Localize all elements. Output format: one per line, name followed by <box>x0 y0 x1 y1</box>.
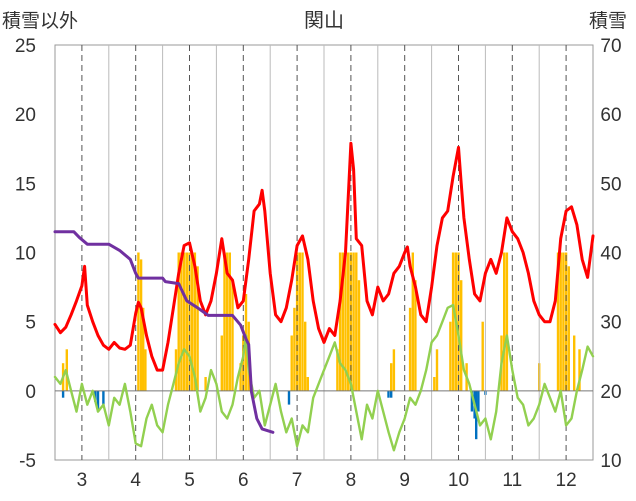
bar-0-29 <box>301 252 304 391</box>
bar-0-54 <box>481 321 484 391</box>
bar-0-7 <box>177 252 180 391</box>
bar-0-14 <box>196 266 199 391</box>
lines-layer <box>53 141 595 452</box>
bar-0-18 <box>225 252 229 391</box>
bar-0-4 <box>142 307 145 391</box>
bar-0-3 <box>139 259 143 391</box>
bar-0-64 <box>573 335 576 391</box>
bar-0-19 <box>228 252 231 391</box>
x-tick-label-3: 6 <box>238 470 249 491</box>
series-line-1 <box>53 303 595 452</box>
bar-0-60 <box>559 252 562 391</box>
bar-1-2 <box>96 390 100 412</box>
x-tick-label-6: 9 <box>399 470 410 491</box>
bar-0-13 <box>193 252 197 391</box>
bar-1-6 <box>390 390 393 398</box>
bar-0-5 <box>144 349 147 391</box>
bar-0-26 <box>293 307 296 391</box>
x-tick-label-5: 8 <box>346 470 357 491</box>
bar-0-11 <box>188 252 191 391</box>
bar-0-30 <box>304 321 307 391</box>
bar-1-3 <box>102 390 105 408</box>
bar-1-7 <box>470 390 474 412</box>
bar-0-42 <box>392 349 396 391</box>
bar-0-37 <box>349 252 353 391</box>
bar-0-57 <box>505 252 509 391</box>
left-axis-label: 積雪以外 <box>2 10 78 32</box>
bar-0-49 <box>451 252 455 391</box>
bar-0-39 <box>355 252 358 391</box>
bar-0-20 <box>231 280 234 391</box>
bar-0-9 <box>182 252 186 391</box>
bar-0-38 <box>352 252 355 391</box>
left-tick-label-6: 25 <box>15 36 36 57</box>
right-tick-label-3: 40 <box>600 244 621 265</box>
right-tick-label-2: 30 <box>600 313 621 334</box>
bar-0-21 <box>239 363 242 391</box>
bar-1-10 <box>477 390 480 412</box>
bar-0-44 <box>411 252 414 391</box>
series-line-2 <box>53 230 275 434</box>
bar-0-35 <box>344 252 347 391</box>
tick-labels-layer: -5 0 5 10 15 20 25 10 20 30 40 50 60 70 3 4 5 6 7 8 9 10 11 12 <box>15 36 622 491</box>
bar-0-12 <box>191 252 194 391</box>
bar-1-4 <box>287 390 291 405</box>
x-tick-label-8: 11 <box>502 470 522 491</box>
bar-0-8 <box>180 252 183 391</box>
right-tick-label-1: 20 <box>600 382 621 403</box>
x-tick-label-2: 5 <box>184 470 195 491</box>
right-tick-label-5: 60 <box>600 105 621 126</box>
bar-0-51 <box>457 252 460 391</box>
bar-0-28 <box>298 252 301 391</box>
bar-0-22 <box>242 335 245 391</box>
bar-0-16 <box>220 335 223 391</box>
x-tick-label-9: 12 <box>556 470 577 491</box>
bar-0-61 <box>562 252 565 391</box>
x-tick-label-0: 3 <box>77 470 88 491</box>
left-tick-label-3: 10 <box>15 244 36 265</box>
left-tick-label-4: 15 <box>15 174 36 195</box>
right-tick-label-0: 10 <box>600 451 621 472</box>
bar-0-41 <box>390 363 393 391</box>
bar-0-36 <box>347 252 350 391</box>
bar-0-45 <box>414 280 417 391</box>
bar-1-5 <box>387 390 390 398</box>
x-tick-label-4: 7 <box>292 470 303 491</box>
right-tick-label-6: 70 <box>600 36 621 57</box>
x-tick-label-1: 4 <box>130 470 141 491</box>
bar-0-59 <box>556 252 560 391</box>
bar-0-27 <box>295 252 299 391</box>
bar-0-62 <box>564 252 568 391</box>
left-tick-label-2: 5 <box>25 313 36 334</box>
bar-0-43 <box>408 307 412 391</box>
bar-0-65 <box>578 349 581 391</box>
bar-0-10 <box>185 252 188 391</box>
bar-0-32 <box>336 349 339 391</box>
right-tick-label-4: 50 <box>600 174 621 195</box>
bar-0-40 <box>357 280 361 391</box>
bar-0-33 <box>338 252 342 391</box>
bar-0-47 <box>435 349 439 391</box>
right-axis-label: 積雪 <box>589 10 627 32</box>
bar-0-46 <box>433 377 436 391</box>
left-tick-label-0: -5 <box>19 451 36 472</box>
bar-0-34 <box>341 252 344 391</box>
x-tick-label-7: 10 <box>448 470 469 491</box>
bar-0-25 <box>290 335 293 391</box>
bar-0-48 <box>449 321 452 391</box>
bar-0-17 <box>223 252 226 391</box>
bar-0-2 <box>137 252 140 391</box>
bar-0-15 <box>204 377 207 391</box>
left-tick-label-1: 0 <box>25 382 36 403</box>
bar-0-56 <box>503 252 506 391</box>
bar-1-0 <box>61 390 65 398</box>
left-tick-label-5: 20 <box>15 105 36 126</box>
bar-0-52 <box>460 280 463 391</box>
bar-0-63 <box>567 266 570 391</box>
chart-title: 関山 <box>304 9 344 32</box>
series-line-0 <box>53 141 595 372</box>
bar-0-31 <box>306 377 309 391</box>
